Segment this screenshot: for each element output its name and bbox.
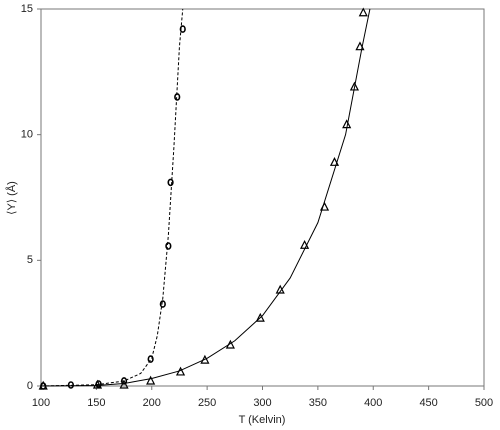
data-point <box>342 119 352 129</box>
data-point <box>355 41 365 51</box>
y-tick-label: 5 <box>27 254 33 266</box>
fit-curve <box>40 8 184 387</box>
data-point <box>349 81 360 91</box>
x-tick-label: 450 <box>419 397 437 409</box>
x-axis-label: T (Kelvin) <box>239 414 286 426</box>
x-tick-label: 100 <box>32 397 50 409</box>
data-point <box>167 178 174 187</box>
data-point <box>225 339 235 349</box>
data-point <box>319 201 330 211</box>
x-tick-label: 300 <box>253 397 271 409</box>
data-point <box>175 366 186 376</box>
x-tick-label: 500 <box>475 397 493 409</box>
y-axis-label: ⟨Y⟩ (Å) <box>5 181 18 215</box>
y-tick-label: 10 <box>21 129 33 141</box>
x-tick-label: 200 <box>143 397 161 409</box>
data-point <box>147 355 154 363</box>
data-point <box>358 7 368 17</box>
data-point <box>67 381 75 389</box>
data-point <box>200 354 210 364</box>
plot-frame <box>40 8 485 387</box>
data-point <box>120 377 128 385</box>
data-point <box>38 380 48 390</box>
data-point <box>255 312 265 322</box>
data-point <box>146 375 156 385</box>
data-point <box>179 25 186 33</box>
x-tick-label: 400 <box>364 397 382 409</box>
fit-curve <box>40 8 371 387</box>
data-point <box>119 379 129 389</box>
x-tick-label: 150 <box>87 397 105 409</box>
data-point <box>329 157 340 166</box>
data-point <box>275 284 285 294</box>
x-tick-label: 350 <box>309 397 327 409</box>
data-point <box>165 242 172 250</box>
x-tick-label: 250 <box>198 397 216 409</box>
data-point <box>159 300 166 308</box>
y-tick-label: 0 <box>27 380 33 392</box>
data-point <box>174 93 181 101</box>
y-tick-label: 15 <box>21 3 33 15</box>
data-point <box>92 379 103 389</box>
data-point <box>300 239 310 249</box>
